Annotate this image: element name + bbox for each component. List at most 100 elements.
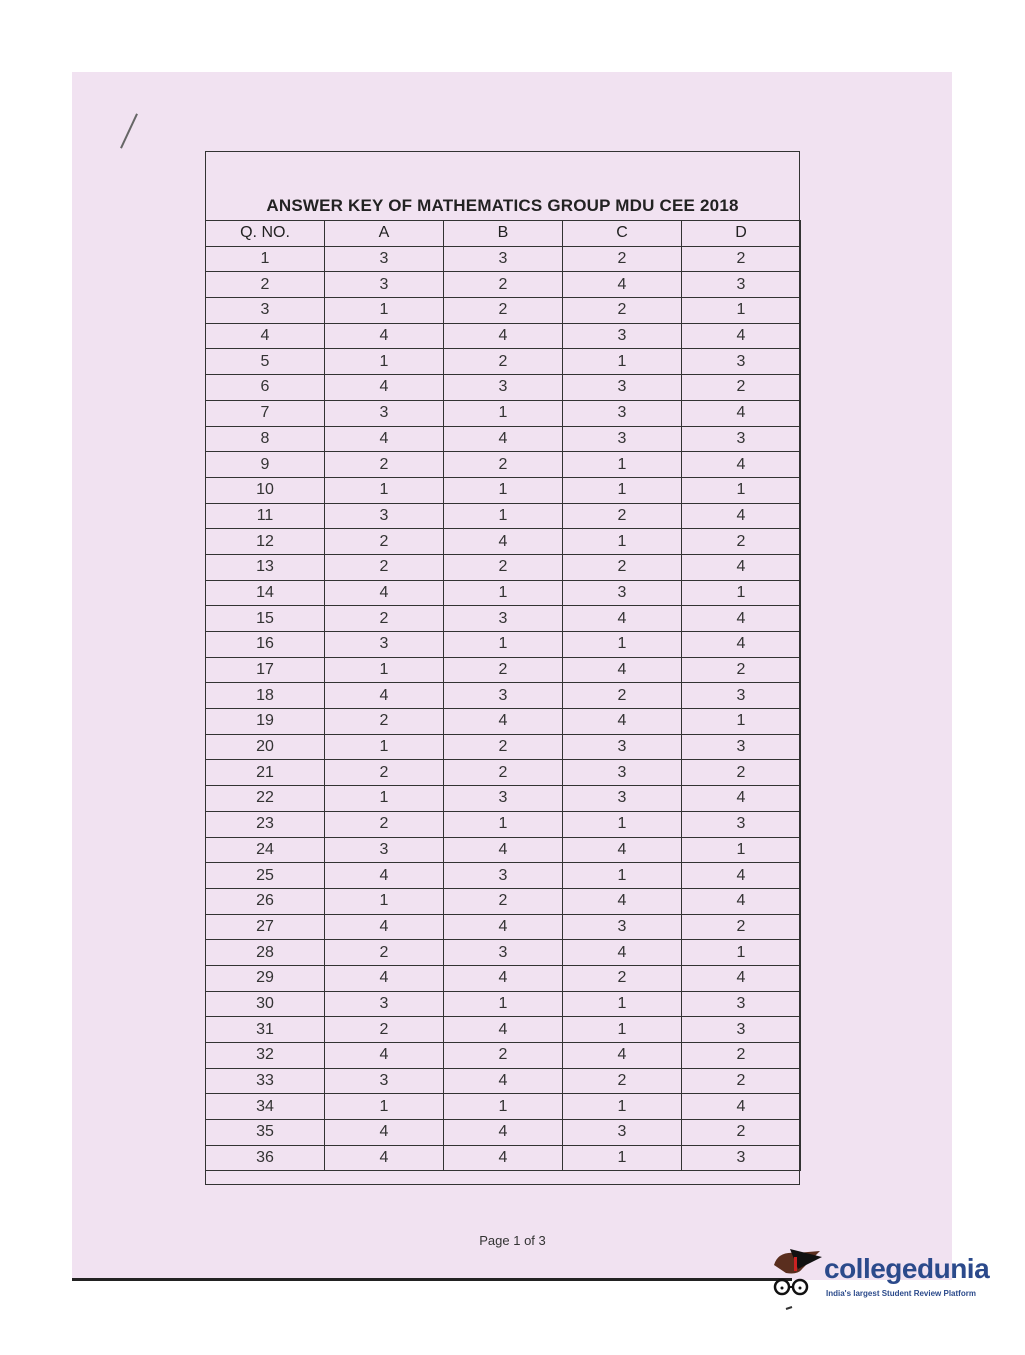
- answer-cell: 4: [681, 887, 801, 915]
- question-number: 10: [205, 476, 325, 504]
- question-number: 3: [205, 297, 325, 324]
- answer-cell: 4: [324, 1144, 444, 1172]
- question-number: 7: [205, 399, 325, 427]
- answer-cell: 1: [562, 810, 682, 838]
- answer-cell: 3: [562, 322, 682, 350]
- answer-cell: 2: [562, 245, 682, 273]
- question-number: 35: [205, 1119, 325, 1146]
- table-row: 11 3 1 2 4: [205, 502, 801, 530]
- table-row: 36 4 4 1 3: [205, 1144, 801, 1172]
- answer-cell: 1: [443, 1093, 563, 1121]
- answer-cell: 1: [681, 939, 801, 966]
- question-number: 4: [205, 322, 325, 350]
- answer-cell: 3: [443, 374, 563, 401]
- answer-cell: 4: [681, 399, 801, 427]
- column-header: D: [681, 220, 801, 247]
- column-header: C: [562, 220, 682, 247]
- table-row: 22 1 3 3 4: [205, 785, 801, 812]
- question-number: 33: [205, 1067, 325, 1095]
- table-row: 17 1 2 4 2: [205, 656, 801, 684]
- question-number: 17: [205, 656, 325, 684]
- answer-cell: 2: [443, 451, 563, 478]
- table-row: 23 2 1 1 3: [205, 810, 801, 838]
- answer-cell: 1: [443, 399, 563, 427]
- question-number: 15: [205, 605, 325, 632]
- answer-cell: 2: [324, 451, 444, 478]
- question-number: 2: [205, 271, 325, 299]
- table-row: 16 3 1 1 4: [205, 631, 801, 658]
- answer-cell: 3: [324, 631, 444, 658]
- answer-cell: 2: [443, 759, 563, 787]
- answer-cell: 3: [681, 1144, 801, 1172]
- table-row: 21 2 2 3 2: [205, 759, 801, 787]
- question-number: 13: [205, 553, 325, 581]
- answer-cell: 2: [562, 964, 682, 992]
- answer-cell: 3: [562, 425, 682, 453]
- question-number: 9: [205, 451, 325, 478]
- answer-cell: 4: [443, 836, 563, 864]
- answer-cell: 4: [681, 502, 801, 530]
- answer-cell: 2: [324, 939, 444, 966]
- answer-cell: 4: [324, 1042, 444, 1069]
- answer-cell: 1: [324, 476, 444, 504]
- answer-cell: 4: [443, 964, 563, 992]
- answer-cell: 1: [324, 348, 444, 376]
- answer-cell: 1: [443, 810, 563, 838]
- answer-cell: 1: [443, 579, 563, 607]
- answer-cell: 2: [443, 348, 563, 376]
- answer-cell: 3: [681, 810, 801, 838]
- answer-cell: 2: [443, 733, 563, 761]
- answer-cell: 2: [681, 1119, 801, 1146]
- answer-cell: 3: [681, 348, 801, 376]
- answer-cell: 2: [443, 656, 563, 684]
- question-number: 24: [205, 836, 325, 864]
- table-row: 19 2 4 4 1: [205, 708, 801, 735]
- answer-cell: 3: [562, 1119, 682, 1146]
- answer-cell: 2: [324, 708, 444, 735]
- question-number: 19: [205, 708, 325, 735]
- table-row: 28 2 3 4 1: [205, 939, 801, 966]
- answer-cell: 3: [324, 1067, 444, 1095]
- answer-cell: 3: [681, 1016, 801, 1043]
- table-row: 27 4 4 3 2: [205, 913, 801, 941]
- question-number: 18: [205, 682, 325, 710]
- column-header: A: [324, 220, 444, 247]
- question-number: 14: [205, 579, 325, 607]
- answer-cell: 3: [443, 245, 563, 273]
- answer-cell: 1: [562, 348, 682, 376]
- table-row: 13 2 2 2 4: [205, 553, 801, 581]
- answer-cell: 4: [324, 964, 444, 992]
- table-row: 29 4 4 2 4: [205, 964, 801, 992]
- answer-cell: 1: [562, 528, 682, 555]
- question-number: 26: [205, 887, 325, 915]
- answer-cell: 3: [324, 836, 444, 864]
- answer-cell: 3: [562, 399, 682, 427]
- table-row: 31 2 4 1 3: [205, 1016, 801, 1043]
- question-number: 31: [205, 1016, 325, 1043]
- answer-cell: 2: [443, 1042, 563, 1069]
- answer-cell: 2: [443, 553, 563, 581]
- document-title: ANSWER KEY OF MATHEMATICS GROUP MDU CEE …: [266, 196, 739, 215]
- answer-cell: 1: [681, 297, 801, 324]
- answer-cell: 1: [562, 451, 682, 478]
- mascot-icon: [773, 1249, 822, 1310]
- answer-cell: 3: [324, 990, 444, 1018]
- question-number: 32: [205, 1042, 325, 1069]
- question-number: 5: [205, 348, 325, 376]
- answer-cell: 3: [562, 374, 682, 401]
- table-row: 35 4 4 3 2: [205, 1119, 801, 1146]
- brand-name: collegedunia: [824, 1253, 990, 1284]
- answer-cell: 1: [324, 887, 444, 915]
- answer-cell: 4: [562, 271, 682, 299]
- answer-cell: 1: [681, 708, 801, 735]
- answer-cell: 4: [562, 605, 682, 632]
- answer-cell: 2: [324, 553, 444, 581]
- answer-cell: 2: [324, 810, 444, 838]
- table-row: 20 1 2 3 3: [205, 733, 801, 761]
- answer-cell: 2: [324, 528, 444, 555]
